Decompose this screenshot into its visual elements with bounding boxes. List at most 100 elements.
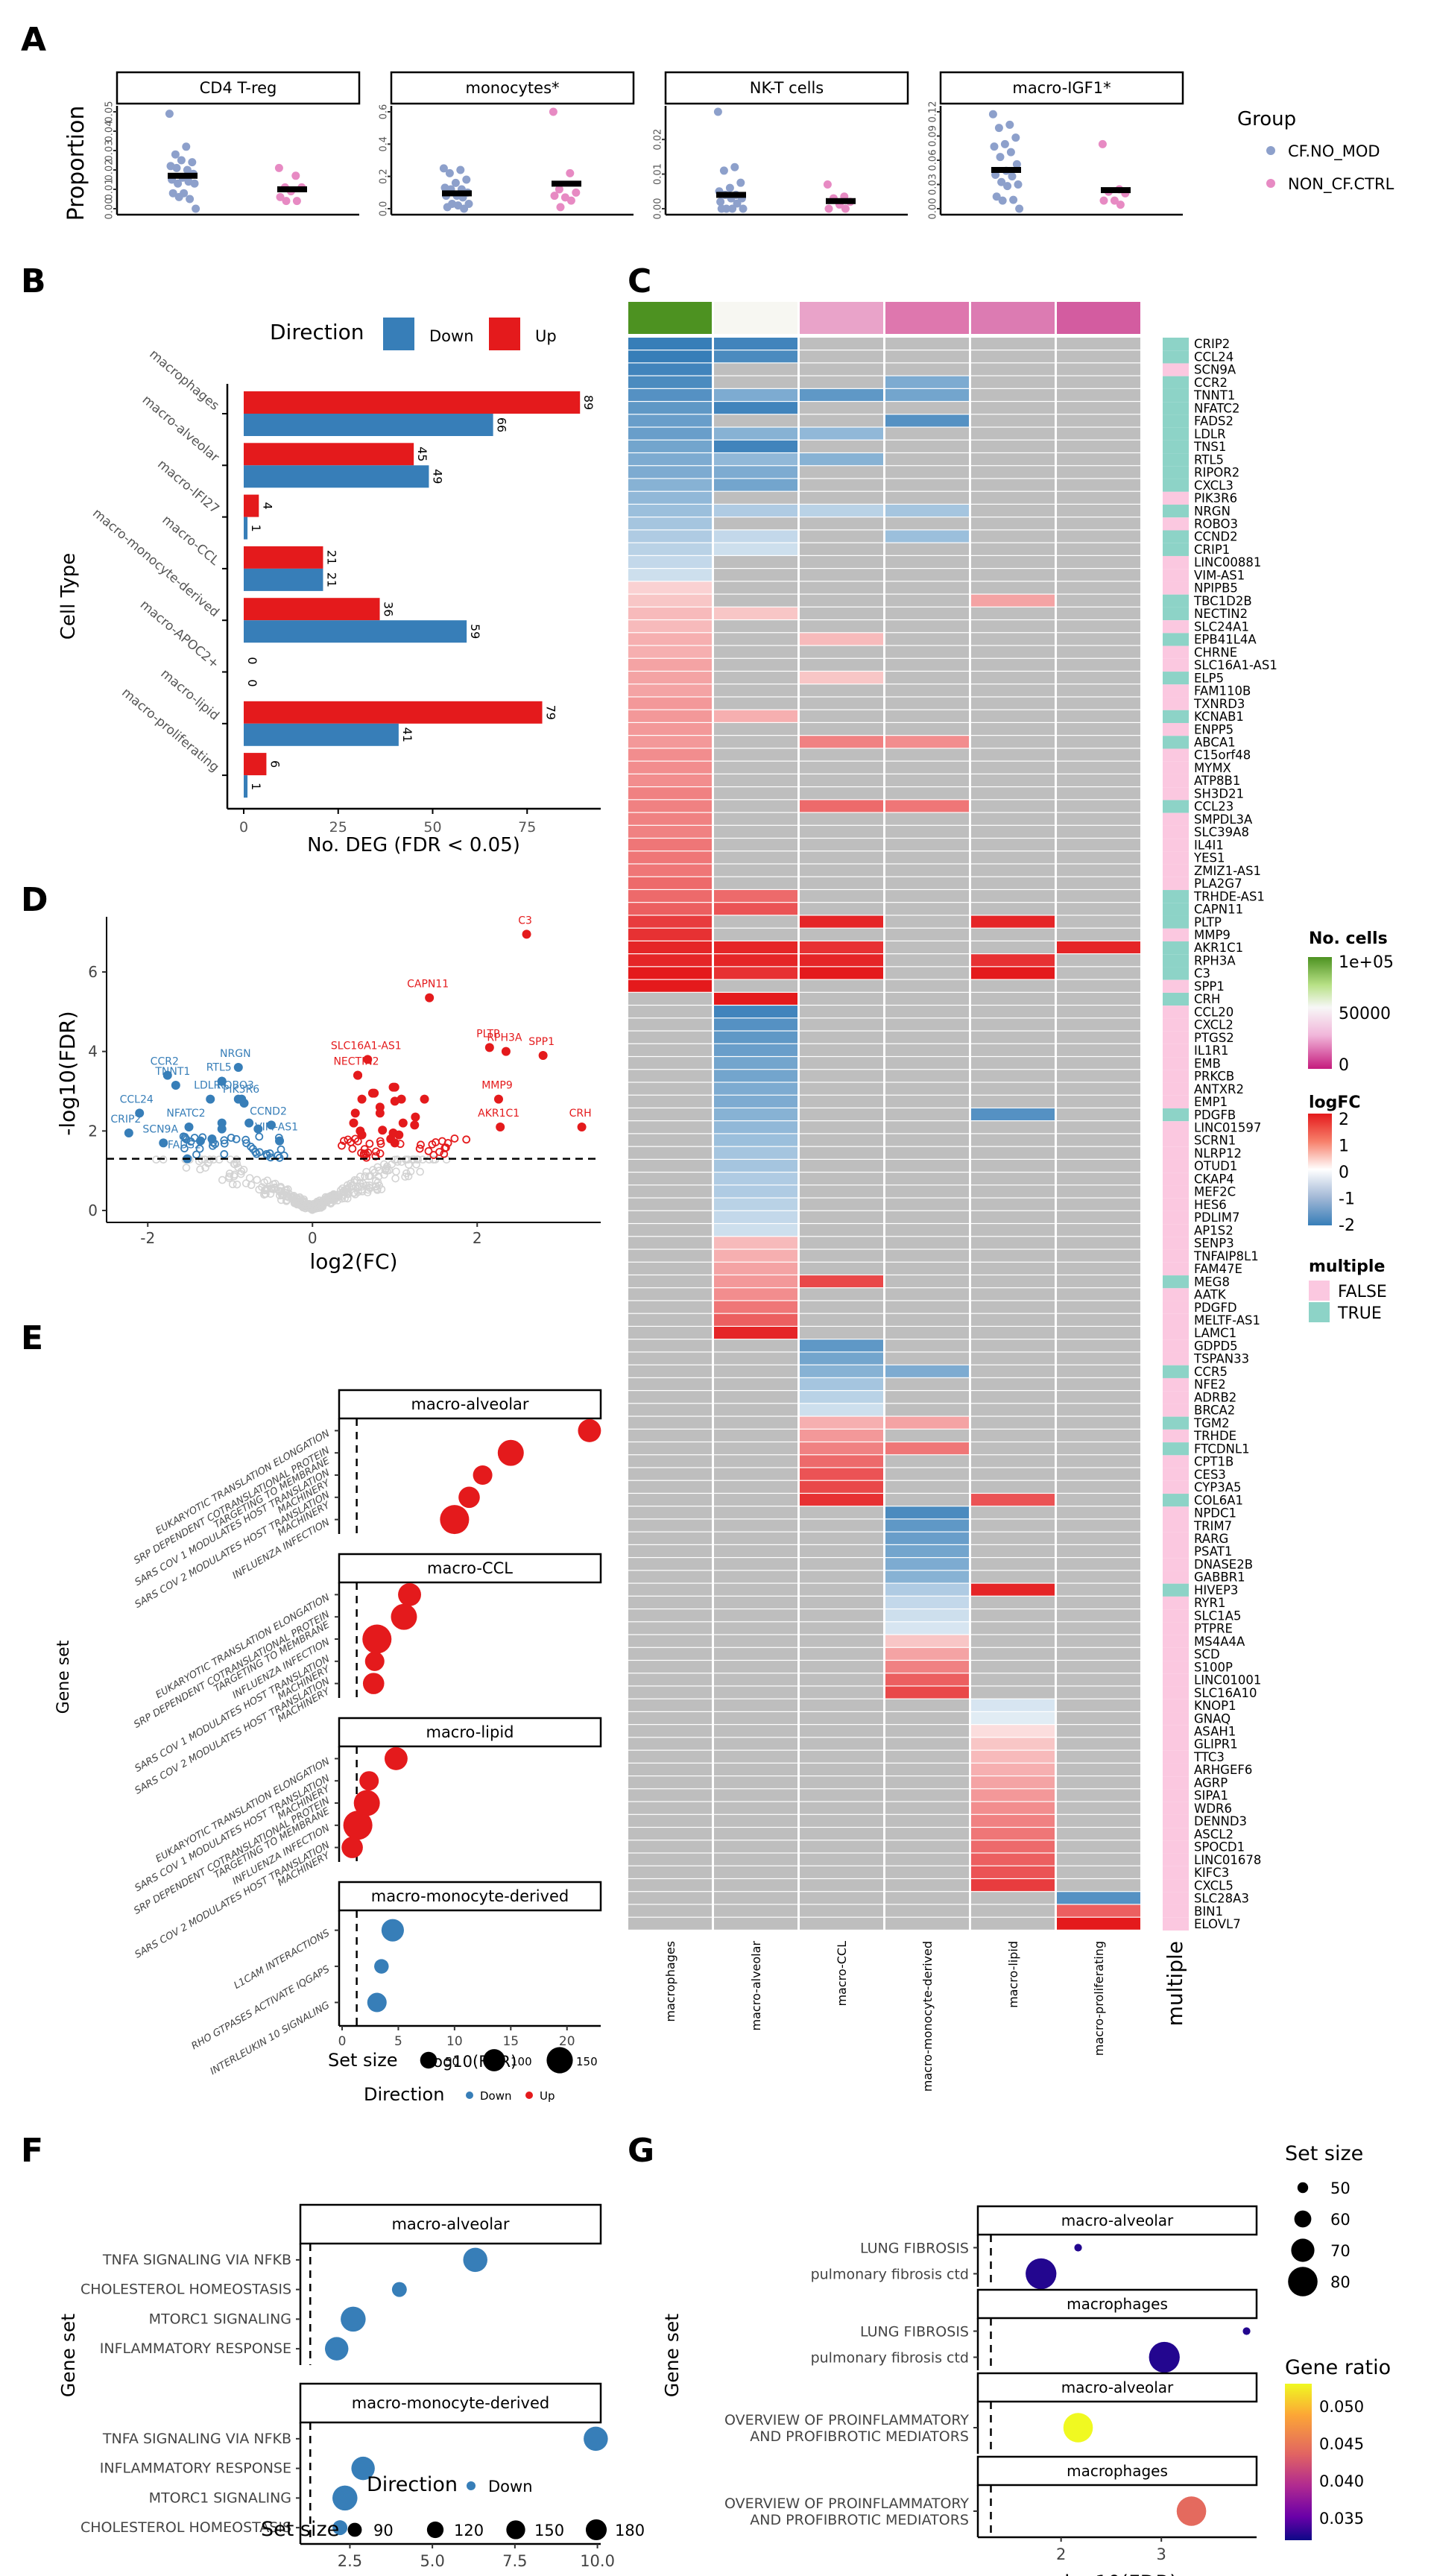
gene-set-dot — [343, 1811, 373, 1840]
gene-set-dot — [1176, 2496, 1207, 2526]
gene-label: CCL24 — [1194, 350, 1233, 364]
multiple-annotation — [1163, 1661, 1189, 1674]
ns-point — [392, 1167, 400, 1176]
data-point — [1008, 172, 1017, 181]
heatmap-cell — [1057, 1108, 1140, 1121]
heatmap-row: CES3 — [628, 1468, 1226, 1482]
panel-label-e: E — [21, 1319, 44, 1357]
gene-label: SLC16A10 — [1194, 1686, 1257, 1700]
ns-point — [401, 1172, 409, 1181]
gene-label: SCN9A — [1194, 363, 1236, 377]
heatmap-cell — [885, 1313, 969, 1326]
gene-label: SPP1 — [1194, 979, 1225, 994]
heatmap-cell — [971, 1686, 1055, 1699]
heatmap-cell — [628, 1789, 712, 1802]
x-tick-label: 7.5 — [502, 2552, 527, 2570]
up-open-point — [338, 1141, 346, 1150]
heatmap-cell — [1057, 1814, 1140, 1827]
multiple-annotation — [1163, 645, 1189, 659]
logfc-tick-label: 1 — [1339, 1137, 1349, 1156]
heatmap-cell — [714, 1686, 797, 1699]
ns-point — [289, 1193, 297, 1202]
facet-strip-box — [299, 2203, 602, 2245]
ns-point — [338, 1192, 347, 1201]
heatmap-cell — [971, 825, 1055, 838]
heatmap-cell — [1057, 1365, 1140, 1377]
up-point — [349, 1118, 358, 1128]
heatmap-cell — [1057, 1892, 1140, 1904]
heatmap-row: FAM47E — [628, 1262, 1242, 1276]
multiple-annotation — [1163, 787, 1189, 801]
heatmap-cell — [628, 338, 712, 350]
heatmap-cell — [885, 414, 969, 427]
heatmap-cell — [714, 1275, 797, 1288]
bar-label-down: 1 — [249, 525, 263, 532]
y-tick-label: 2 — [88, 1122, 98, 1140]
down-point — [253, 1124, 263, 1134]
heatmap-cell — [800, 1673, 883, 1686]
heatmap-cell — [971, 1725, 1055, 1737]
heatmap-cell — [1057, 1455, 1140, 1468]
data-point — [725, 183, 734, 192]
legend-label: 180 — [615, 2522, 645, 2539]
heatmap-cell — [1057, 1249, 1140, 1262]
data-point — [572, 188, 581, 197]
y-axis-label: Gene set — [54, 1640, 73, 1714]
x-tick-label: 0 — [308, 1229, 318, 1247]
y-axis-label: Gene set — [57, 2314, 79, 2397]
heatmap-cell — [628, 864, 712, 877]
legend-key — [466, 2092, 473, 2099]
heatmap-cell — [971, 543, 1055, 555]
gene-set-label: LUNG FIBROSIS — [860, 2241, 969, 2257]
multiple-legend-title: multiple — [1309, 1257, 1385, 1276]
point-label: LDLR — [194, 1080, 221, 1092]
column-label: macro-monocyte-derived — [920, 1941, 935, 2092]
heatmap-cell — [1057, 1558, 1140, 1570]
heatmap-cell — [971, 1018, 1055, 1031]
legend-key — [467, 2481, 476, 2490]
heatmap-cell — [628, 1429, 712, 1442]
heatmap-cell — [971, 1879, 1055, 1892]
ns-point — [343, 1181, 352, 1190]
heatmap-cell — [714, 1237, 797, 1249]
legend-label: Up — [540, 2089, 555, 2103]
multiple-annotation — [1163, 812, 1189, 826]
heatmap-cell — [800, 1840, 883, 1853]
heatmap-cell — [1057, 1377, 1140, 1390]
data-point — [549, 107, 557, 116]
heatmap-cell — [1057, 1686, 1140, 1699]
heatmap-cell — [885, 1391, 969, 1404]
heatmap-cell — [714, 1494, 797, 1506]
heatmap-cell — [1057, 1404, 1140, 1416]
heatmap-cell — [714, 491, 797, 504]
heatmap-cell — [885, 941, 969, 954]
gene-set-dot — [463, 2247, 487, 2273]
heatmap-cell — [971, 633, 1055, 645]
heatmap-row: ATP8B1 — [628, 774, 1240, 788]
heatmap-row: CXCL2 — [628, 1018, 1233, 1032]
multiple-annotation — [1163, 338, 1189, 351]
up-open-point — [429, 1151, 438, 1159]
heatmap-cell — [971, 1763, 1055, 1775]
multiple-annotation — [1163, 1288, 1189, 1301]
heatmap-cell — [885, 1275, 969, 1288]
legend-label: 50 — [445, 2055, 459, 2068]
heatmap-cell — [714, 1776, 797, 1789]
x-tick-label: 50 — [423, 819, 441, 836]
heatmap-cell — [800, 1609, 883, 1622]
gene-ratio-tick-label: 0.035 — [1319, 2510, 1364, 2528]
heatmap-cell — [800, 376, 883, 388]
multiple-annotation — [1163, 1544, 1189, 1559]
ns-point — [412, 1160, 420, 1169]
heatmap-cell — [971, 1352, 1055, 1365]
x-tick-label: 20 — [559, 2034, 575, 2049]
heatmap-row: PLTP — [628, 915, 1222, 929]
heatmap-cell — [885, 1570, 969, 1583]
facet-strip-box — [976, 2372, 1258, 2403]
heatmap-cell — [885, 903, 969, 915]
heatmap-cell — [1057, 1647, 1140, 1660]
ns-point — [308, 1204, 317, 1212]
heatmap-cell — [1057, 800, 1140, 812]
